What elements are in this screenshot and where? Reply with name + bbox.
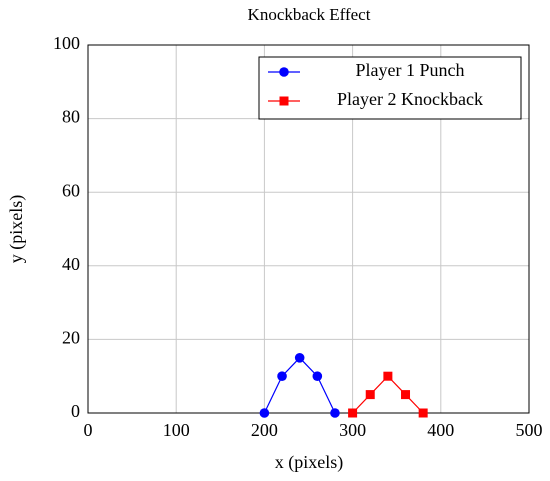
marker <box>401 390 411 400</box>
legend-box <box>258 56 522 120</box>
plot-frame <box>87 44 530 414</box>
x-axis-label: x (pixels) <box>275 452 343 473</box>
marker <box>279 96 289 106</box>
legend-label: Player 1 Punch <box>356 60 465 80</box>
marker <box>365 390 375 400</box>
y-axis-label: y (pixels) <box>6 195 27 263</box>
y-tick-label: 20 <box>62 328 80 348</box>
y-tick-label: 80 <box>62 107 80 127</box>
x-tick-label: 200 <box>251 420 278 440</box>
marker <box>418 408 428 418</box>
series-line <box>263 356 336 414</box>
legend-label: Player 2 Knockback <box>337 89 483 109</box>
y-tick-label: 40 <box>62 254 80 274</box>
marker <box>312 371 323 382</box>
marker <box>383 371 393 381</box>
x-tick-label: 100 <box>163 420 190 440</box>
marker <box>348 408 358 418</box>
x-tick-label: 0 <box>84 420 93 440</box>
marker <box>277 371 287 382</box>
y-tick-label: 60 <box>62 180 80 200</box>
marker <box>294 353 305 363</box>
x-tick-label: 500 <box>516 420 543 440</box>
marker <box>259 408 270 418</box>
y-tick-label: 0 <box>71 401 80 421</box>
series-line <box>352 375 424 414</box>
x-tick-label: 400 <box>427 420 454 440</box>
chart-title: Knockback Effect <box>248 5 371 24</box>
marker <box>330 408 340 418</box>
marker <box>279 67 289 77</box>
x-tick-label: 300 <box>339 420 366 440</box>
y-tick-label: 100 <box>53 33 80 53</box>
